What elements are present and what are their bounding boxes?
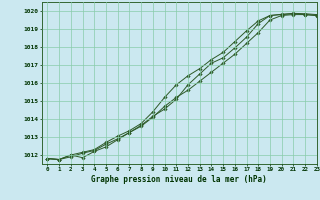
X-axis label: Graphe pression niveau de la mer (hPa): Graphe pression niveau de la mer (hPa) [91,175,267,184]
